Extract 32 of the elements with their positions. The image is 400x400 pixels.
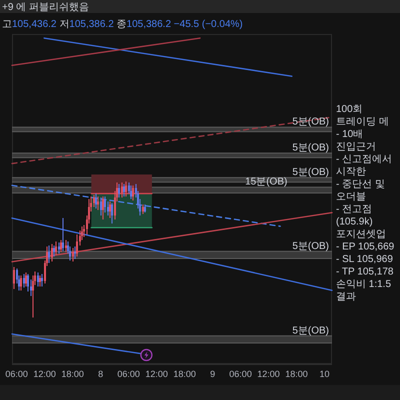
title: +9 에 퍼블리쉬했음 xyxy=(2,2,89,13)
annotation: 진입근거 xyxy=(336,142,376,152)
annotation: - EP 105,669 xyxy=(336,242,394,252)
x-tick-label: 06:00 xyxy=(229,369,252,379)
x-tick-label: 06:00 xyxy=(5,369,28,379)
annotation: 손익비 1:1.5 xyxy=(336,279,392,290)
annotation: - TP 105,178 xyxy=(336,266,394,278)
x-tick-label: 18:00 xyxy=(173,369,196,379)
annotation: 포지션셋업 xyxy=(336,229,386,240)
x-tick-label: 10 xyxy=(320,369,330,379)
annotation: - 10배 xyxy=(336,129,364,140)
x-tick-label: 18:00 xyxy=(61,369,84,379)
subtitle: 고105,436.2 저105,386.2 종105,386.2 −45.5 (−0.04%) xyxy=(2,19,243,30)
annotation: 100회 트레이딩 메 xyxy=(336,104,389,128)
band-label: 5분(OB) xyxy=(292,325,329,336)
x-tick-label: 9 xyxy=(210,369,216,379)
x-tick-label: 8 xyxy=(98,369,104,379)
band-label: 5분(OB) xyxy=(292,142,329,154)
x-tick-label: 12:00 xyxy=(33,369,56,379)
x-tick-label: 06:00 xyxy=(117,369,140,379)
annotation: - SL 105,969 xyxy=(336,254,393,265)
x-tick-label: 12:00 xyxy=(257,369,280,379)
x-tick-label: 18:00 xyxy=(285,369,308,379)
band-label: 5분(OB) xyxy=(292,240,329,252)
annotation: 결과 xyxy=(336,292,356,302)
annotation: - 전고점(105.9k) xyxy=(336,204,373,228)
band-label: 5분(OB) xyxy=(292,116,329,128)
annotation: - 신고점에서 시작한 xyxy=(336,154,392,178)
band-label: 15분(OB) xyxy=(245,176,288,188)
x-tick-label: 12:00 xyxy=(145,369,168,379)
band-label: 5분(OB) xyxy=(292,167,329,178)
annotation: - 중단선 및 오더블 xyxy=(336,179,385,202)
